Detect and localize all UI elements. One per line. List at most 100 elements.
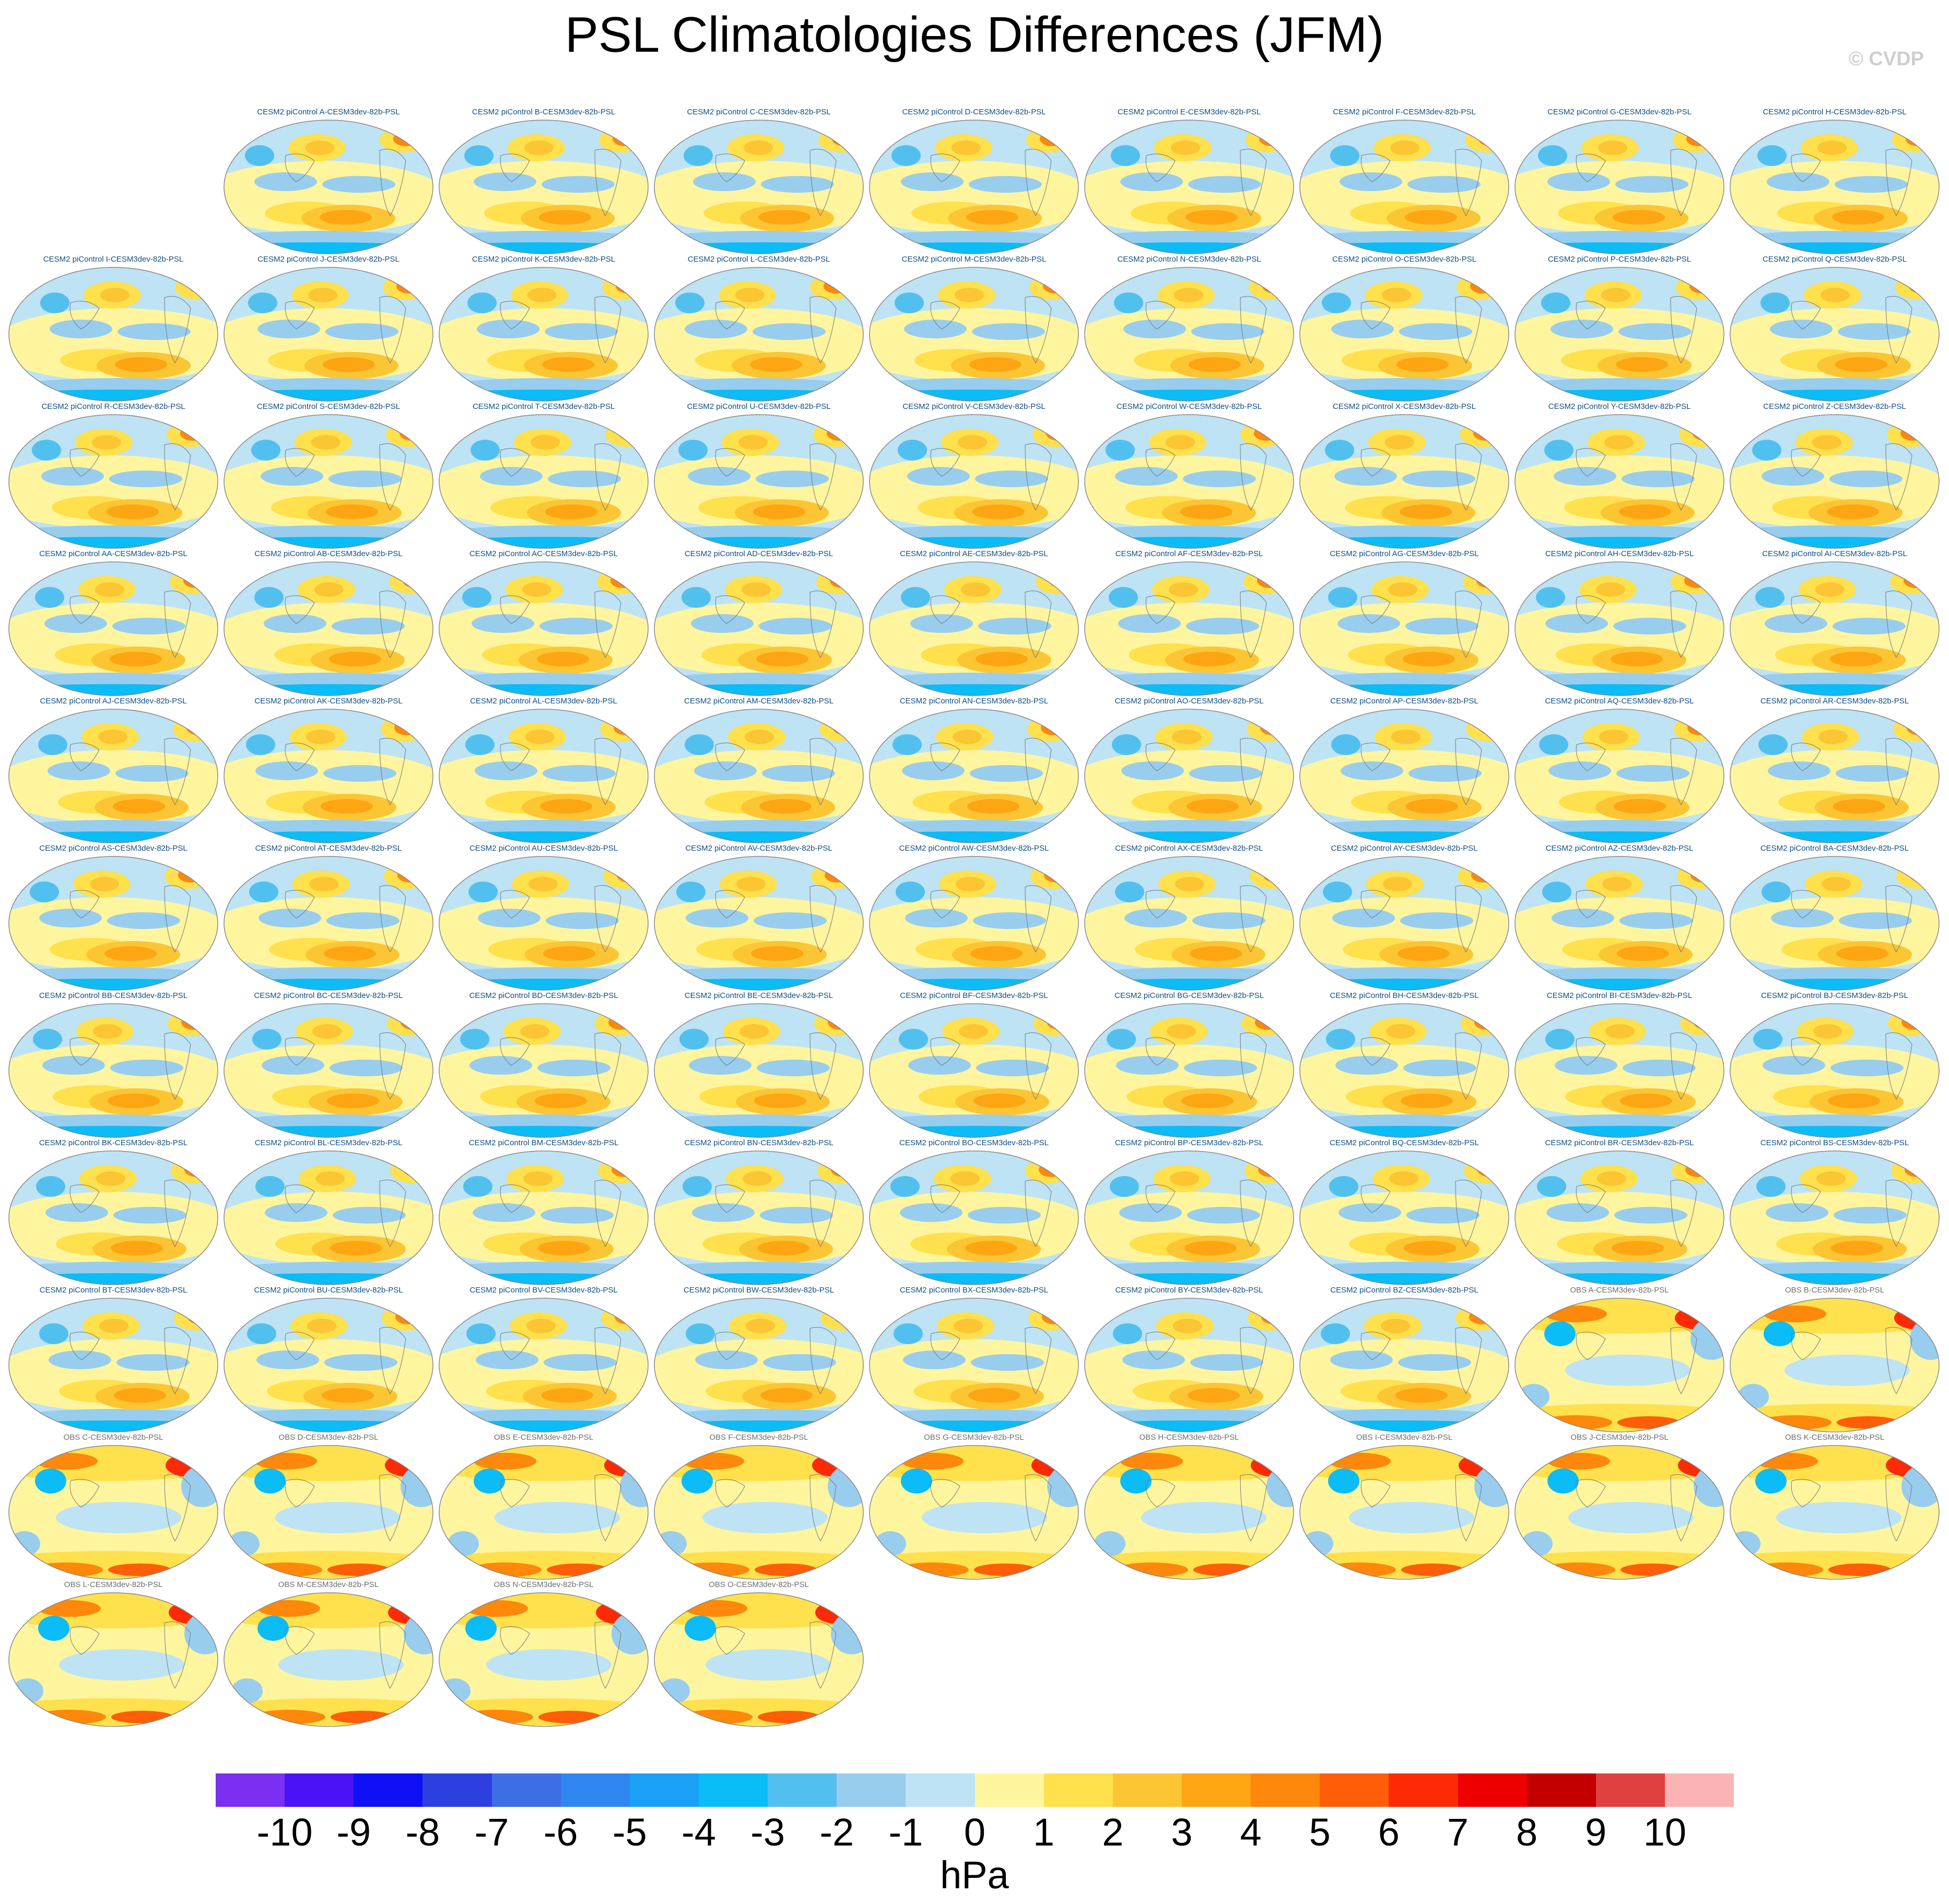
contour-blob — [1515, 1404, 1724, 1431]
map-plot — [8, 856, 218, 991]
contour-blob — [1243, 569, 1290, 594]
contour-blob — [975, 471, 1048, 487]
contour-blob — [832, 132, 857, 146]
contour-blob — [1547, 1468, 1579, 1494]
map-panel: CESM2 piControl AS-CESM3dev-82b-PSL — [8, 844, 219, 991]
coastline — [715, 1180, 837, 1248]
contour-blob — [1471, 868, 1496, 883]
contour-blob — [744, 140, 773, 155]
contour-blob — [1838, 323, 1911, 340]
contour-blob — [654, 242, 863, 254]
contour-blob — [818, 127, 863, 152]
map-panel: CESM2 piControl BJ-CESM3dev-82b-PSL — [1729, 991, 1940, 1138]
contour-blob — [439, 684, 648, 696]
contour-blob — [1400, 504, 1452, 519]
contour-blob — [33, 1029, 62, 1050]
contour-blob — [1515, 1273, 1724, 1285]
contour-blob — [1604, 435, 1634, 450]
contour-blob — [118, 323, 191, 340]
contour-blob — [324, 946, 376, 961]
map-plot — [1514, 1445, 1724, 1580]
map-outline — [1084, 1003, 1294, 1138]
map-plot — [1514, 856, 1724, 991]
panel-title: CESM2 piControl V-CESM3dev-82b-PSL — [902, 402, 1046, 411]
coastline — [930, 885, 1052, 953]
contour-blob — [113, 799, 165, 814]
map-plot — [1299, 561, 1509, 696]
colorbar-tick-label: 1 — [1033, 1811, 1055, 1854]
contour-blob — [1085, 684, 1294, 696]
contour-blob — [1756, 1176, 1786, 1197]
map-outline — [1514, 120, 1724, 254]
panel-title: CESM2 piControl BS-CESM3dev-82b-PSL — [1760, 1138, 1909, 1147]
contour-blob — [171, 1158, 218, 1183]
contour-blob — [1085, 979, 1294, 990]
contour-blob — [1330, 145, 1359, 166]
map-panel: CESM2 piControl AW-CESM3dev-82b-PSL — [868, 844, 1079, 991]
contour-blob — [1457, 275, 1504, 300]
contour-blob — [1730, 1126, 1939, 1137]
contour-blob — [45, 1203, 108, 1222]
contour-blob — [1028, 1306, 1075, 1331]
contour-blob — [1686, 132, 1711, 146]
panel-title: CESM2 piControl I-CESM3dev-82b-PSL — [43, 255, 184, 264]
contour-blob — [1835, 176, 1908, 193]
contour-blob — [1189, 357, 1241, 372]
contour-blob — [1611, 652, 1663, 666]
coastline — [69, 443, 191, 511]
contour-blob — [1544, 440, 1574, 461]
map-plot — [1299, 414, 1509, 549]
contour-blob — [738, 435, 768, 450]
panel-title: OBS K-CESM3dev-82b-PSL — [1784, 1433, 1885, 1442]
coastline — [285, 443, 406, 511]
contour-blob — [322, 1388, 374, 1403]
contour-blob — [314, 582, 344, 597]
contour-blob — [870, 979, 1078, 990]
contour-blob — [762, 765, 835, 782]
map-outline — [869, 267, 1079, 402]
contour-blob — [870, 1420, 1078, 1432]
contour-blob — [36, 1176, 65, 1197]
contour-blob — [465, 1600, 528, 1617]
panel-title: OBS J-CESM3dev-82b-PSL — [1570, 1433, 1669, 1442]
map-plot — [224, 709, 433, 843]
contour-blob — [1538, 145, 1567, 166]
map-panel: CESM2 piControl BL-CESM3dev-82b-PSL — [223, 1138, 434, 1285]
contour-blob — [1515, 1551, 1724, 1578]
map-outline — [8, 1445, 218, 1580]
contour-blob — [1730, 684, 1939, 696]
map-outline — [8, 1592, 218, 1727]
contour-blob — [1776, 1502, 1901, 1533]
coastline — [1576, 591, 1697, 659]
contour-blob — [1383, 877, 1412, 891]
contour-blob — [1039, 1162, 1064, 1177]
map-outline — [1730, 1445, 1940, 1580]
panel-title: CESM2 piControl K-CESM3dev-82b-PSL — [472, 255, 616, 264]
coastline — [500, 1621, 621, 1689]
coastline — [715, 1474, 837, 1542]
map-outline — [224, 1003, 433, 1138]
map-outline — [654, 414, 864, 549]
panel-title: OBS O-CESM3dev-82b-PSL — [709, 1580, 809, 1589]
contour-blob — [1300, 979, 1509, 990]
coastline — [285, 1474, 406, 1542]
contour-blob — [1900, 426, 1925, 441]
contour-blob — [1677, 864, 1724, 889]
map-outline — [1514, 1298, 1724, 1432]
panel-title: CESM2 piControl G-CESM3dev-82b-PSL — [1547, 108, 1692, 116]
contour-blob — [1536, 587, 1565, 608]
panel-title: CESM2 piControl W-CESM3dev-82b-PSL — [1116, 402, 1262, 411]
map-outline — [869, 1445, 1079, 1580]
colorbar-tick-label: -2 — [819, 1811, 854, 1854]
contour-blob — [178, 868, 203, 883]
coastline — [69, 591, 191, 659]
contour-blob — [1730, 1273, 1939, 1285]
map-plot — [439, 1298, 649, 1432]
map-plot — [8, 1150, 218, 1285]
map-panel: OBS K-CESM3dev-82b-PSL — [1729, 1433, 1940, 1580]
contour-blob — [539, 618, 613, 634]
map-outline — [224, 856, 433, 991]
contour-blob — [476, 1350, 538, 1369]
map-plot — [1299, 1298, 1509, 1432]
contour-blob — [688, 467, 750, 486]
